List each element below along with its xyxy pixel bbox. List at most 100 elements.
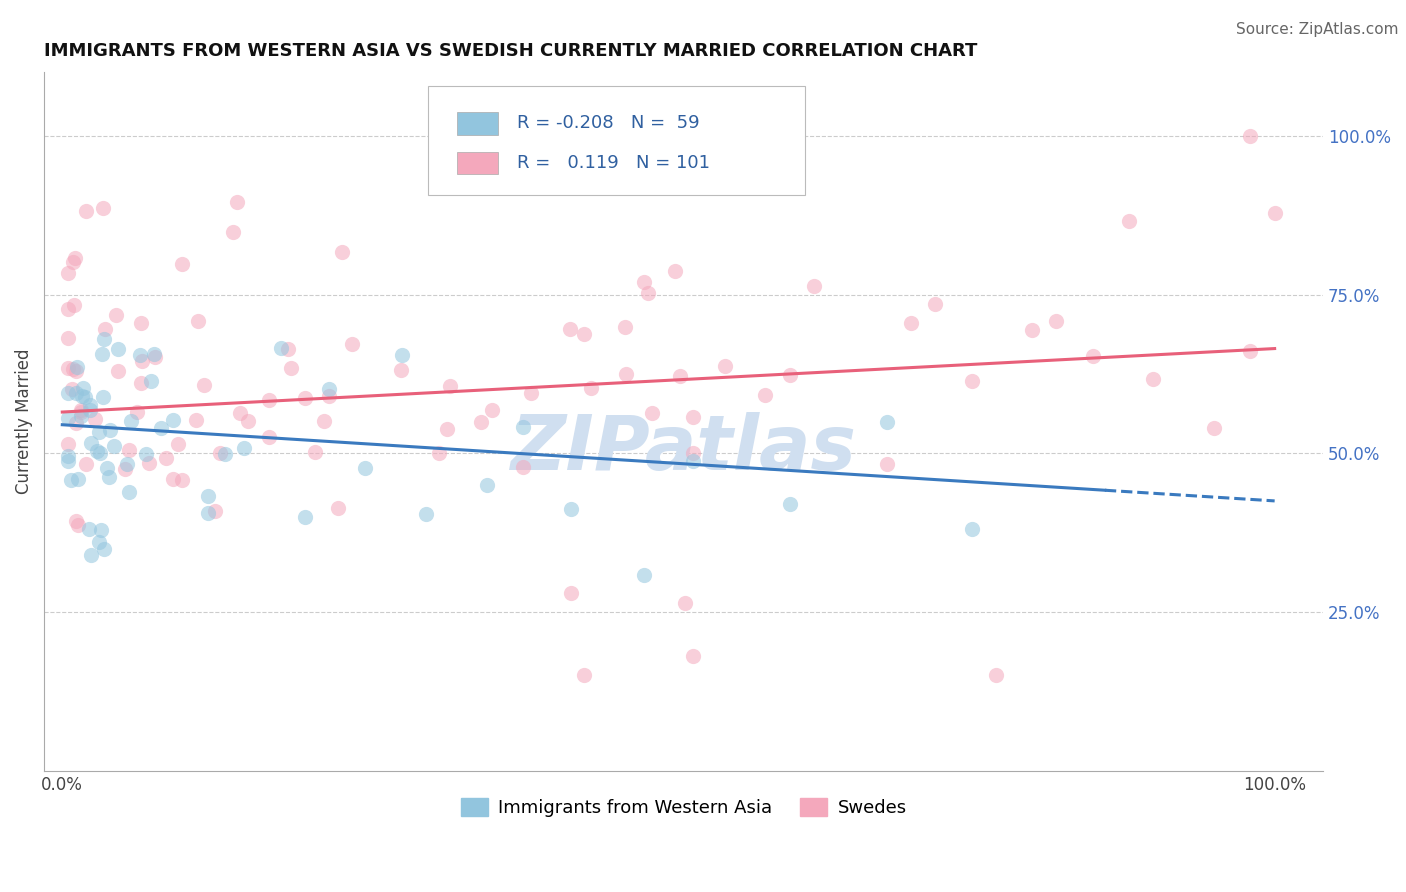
Point (131, 354, 153, 368)
Point (58, 449, 80, 463)
Point (641, 406, 664, 420)
Point (803, 279, 825, 293)
Point (131, 376, 153, 391)
Point (222, 225, 245, 239)
Point (98, 470, 121, 484)
Point (118, 484, 141, 499)
Point (162, 472, 184, 486)
Point (150, 420, 173, 434)
Point (415, 507, 437, 521)
Point (75, 390, 97, 404)
Point (318, 389, 340, 403)
Point (65, 364, 87, 378)
Point (481, 402, 503, 417)
Point (1264, 206, 1286, 220)
Point (754, 387, 776, 401)
Point (637, 286, 659, 301)
Point (58, 436, 80, 450)
Point (876, 457, 898, 471)
Point (558, 322, 581, 336)
Point (1081, 349, 1104, 363)
Point (225, 194, 247, 209)
Point (100, 423, 122, 437)
Point (984, 668, 1007, 682)
Text: R =   0.119   N = 101: R = 0.119 N = 101 (517, 154, 710, 172)
Point (120, 414, 142, 428)
Point (326, 501, 349, 516)
Point (342, 336, 364, 351)
Point (58, 267, 80, 281)
Point (75, 457, 97, 471)
Text: Source: ZipAtlas.com: Source: ZipAtlas.com (1236, 22, 1399, 37)
Point (470, 415, 492, 429)
Point (960, 374, 983, 388)
Point (93, 333, 115, 347)
Point (70, 389, 93, 403)
Point (1045, 314, 1067, 328)
Point (876, 415, 898, 429)
Point (65, 386, 87, 401)
Point (294, 391, 316, 405)
Point (58, 331, 80, 345)
Point (193, 378, 215, 392)
Point (66, 360, 89, 375)
Point (93, 541, 115, 556)
Point (579, 381, 602, 395)
Point (1239, 128, 1261, 143)
Point (58, 385, 80, 400)
Point (89, 446, 111, 460)
Point (682, 409, 704, 424)
Point (312, 414, 335, 428)
Point (682, 446, 704, 460)
Point (67, 473, 90, 487)
Point (62, 362, 84, 376)
Point (105, 308, 128, 322)
Y-axis label: Currently Married: Currently Married (15, 349, 32, 494)
Point (270, 341, 292, 355)
Point (107, 342, 129, 356)
Point (65, 252, 87, 266)
Point (77, 523, 100, 537)
Point (143, 350, 166, 364)
Point (214, 447, 236, 461)
Point (389, 362, 412, 376)
Point (1239, 343, 1261, 358)
Point (86, 444, 108, 458)
Point (87, 535, 110, 549)
Point (87, 425, 110, 439)
Point (127, 405, 149, 419)
Point (167, 436, 190, 450)
Point (294, 509, 316, 524)
Point (80, 436, 103, 450)
Point (91, 201, 114, 215)
Point (391, 348, 413, 362)
Point (633, 568, 655, 582)
Point (89, 524, 111, 538)
Point (67, 518, 90, 533)
Point (138, 457, 160, 471)
Point (330, 244, 353, 259)
Point (65, 514, 87, 528)
Point (633, 275, 655, 289)
Point (79, 548, 101, 562)
Point (1142, 372, 1164, 386)
Point (682, 649, 704, 664)
Point (58, 361, 80, 376)
Point (172, 257, 194, 271)
Point (96, 461, 118, 475)
Point (118, 443, 141, 458)
Point (139, 374, 162, 388)
Point (172, 474, 194, 488)
Point (436, 422, 458, 436)
Point (58, 302, 80, 317)
Point (664, 263, 686, 277)
Text: ZIPatlas: ZIPatlas (510, 412, 856, 486)
Point (779, 497, 801, 511)
Point (475, 478, 498, 492)
Point (669, 369, 692, 384)
Point (155, 451, 177, 466)
Point (114, 461, 136, 475)
Point (613, 319, 636, 334)
Point (59, 473, 82, 487)
Point (143, 347, 166, 361)
